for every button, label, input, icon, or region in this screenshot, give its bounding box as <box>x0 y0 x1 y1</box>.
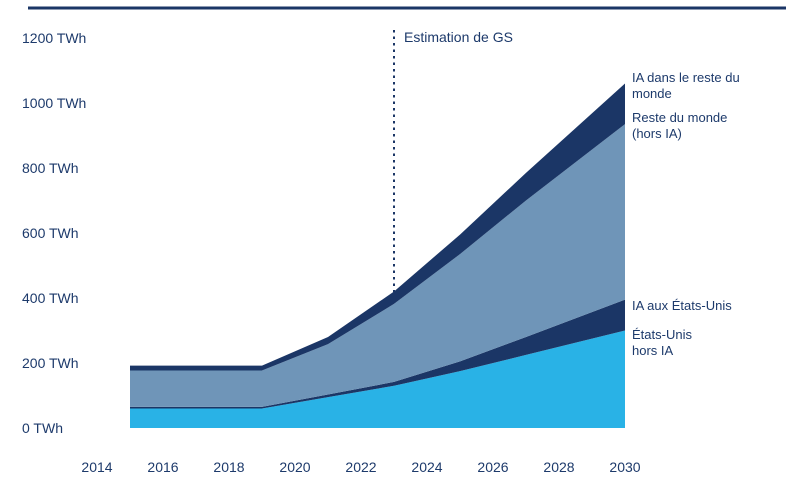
x-axis-tick: 2028 <box>543 459 574 475</box>
area-us-hors-ia <box>130 330 625 428</box>
area-ia-rdm <box>130 83 625 371</box>
y-axis-tick: 600 TWh <box>22 225 79 241</box>
y-axis-tick: 400 TWh <box>22 290 79 306</box>
y-axis-tick: 0 TWh <box>22 420 63 436</box>
x-axis-tick: 2016 <box>147 459 178 475</box>
x-axis-tick: 2026 <box>477 459 508 475</box>
y-axis-tick: 1000 TWh <box>22 95 86 111</box>
y-axis-tick: 200 TWh <box>22 355 79 371</box>
x-axis-tick: 2018 <box>213 459 244 475</box>
legend-etats-unis-hors-ia: États-Unis hors IA <box>632 327 692 359</box>
legend-reste-du-monde-hors-ia: Reste du monde (hors IA) <box>632 110 728 142</box>
x-axis-tick: 2024 <box>411 459 442 475</box>
legend-ia-aux-etats-unis: IA aux États-Unis <box>632 298 732 313</box>
y-axis-tick: 800 TWh <box>22 160 79 176</box>
legend-ia-reste-du-monde: IA dans le reste du monde <box>632 70 740 102</box>
x-axis-tick: 2022 <box>345 459 376 475</box>
x-axis-tick: 2014 <box>81 459 112 475</box>
area-rdm-hors-ia <box>130 124 625 407</box>
annotation-estimation-gs: Estimation de GS <box>404 29 513 45</box>
y-axis-tick: 1200 TWh <box>22 30 86 46</box>
area-ia-us <box>130 299 625 409</box>
x-axis-tick: 2030 <box>609 459 640 475</box>
x-axis-tick: 2020 <box>279 459 310 475</box>
